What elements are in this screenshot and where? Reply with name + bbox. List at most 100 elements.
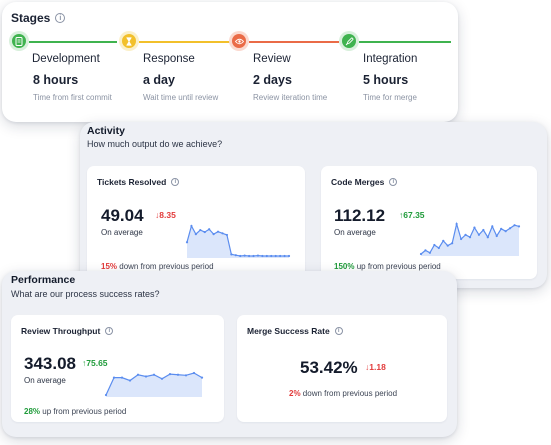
sparkline-point	[203, 230, 206, 234]
sparkline-point	[144, 375, 148, 378]
sparkline-point	[464, 233, 467, 236]
average-label: On average	[101, 228, 143, 237]
arrow-up-icon: ↑	[399, 210, 404, 220]
sparkline-point	[221, 232, 224, 235]
sparkline-area	[106, 373, 202, 397]
sparkline-chart	[104, 371, 204, 397]
metric-card-code-merges[interactable]: Code Merges i 112.12 ↑67.35 On average 1…	[321, 166, 537, 279]
sparkline-point	[194, 233, 197, 236]
sparkline-point	[279, 254, 282, 258]
metric-card-review-throughput[interactable]: Review Throughput i 343.08 ↑75.65 On ave…	[11, 315, 224, 422]
info-icon[interactable]: i	[334, 327, 343, 335]
stage-description: Wait time until review	[143, 93, 219, 102]
metric-delta: ↑67.35	[399, 210, 425, 220]
sparkline-point	[265, 254, 268, 258]
activity-panel: Activity How much output do we achieve? …	[80, 122, 547, 288]
card-title: Review Throughput i	[21, 326, 114, 336]
sparkline-point	[508, 227, 512, 230]
sparkline-point	[486, 236, 489, 239]
average-label: On average	[24, 376, 66, 385]
sparkline-point	[168, 373, 172, 376]
metric-value: 343.08	[24, 354, 76, 373]
sparkline-point	[212, 233, 215, 236]
info-icon[interactable]: i	[105, 327, 114, 335]
sparkline-point	[274, 254, 277, 258]
metric-value: 53.42%	[300, 358, 358, 377]
arrow-down-icon: ↓	[155, 210, 160, 220]
sparkline-area	[421, 224, 519, 256]
sparkline-area	[187, 226, 289, 258]
rocket-icon	[339, 31, 359, 51]
sparkline-point	[482, 228, 485, 232]
sparkline-point	[287, 254, 291, 258]
sparkline-point	[517, 225, 521, 228]
metric-card-merge-success-rate[interactable]: Merge Success Rate i 53.42% ↓1.18 2% dow…	[237, 315, 447, 422]
section-subtitle: How much output do we achieve?	[87, 139, 223, 149]
sparkline-point	[495, 234, 498, 238]
info-icon[interactable]: i	[55, 13, 66, 23]
sparkline-point	[473, 226, 476, 229]
sparkline-point	[192, 371, 196, 375]
sparkline-point	[451, 242, 454, 245]
stages-panel: Stages i Development 8 hours Time from f…	[2, 2, 458, 122]
sparkline-point	[252, 254, 255, 258]
card-title: Merge Success Rate i	[247, 326, 343, 336]
sparkline-point	[424, 249, 427, 252]
stage-description: Time from first commit	[33, 93, 112, 102]
period-comparison: 15% down from previous period	[101, 262, 214, 271]
sparkline-point	[243, 254, 246, 257]
performance-panel: Performance What are our process success…	[2, 271, 457, 437]
sparkline-point	[500, 227, 503, 230]
sparkline-point	[419, 252, 423, 256]
sparkline-point	[185, 241, 189, 244]
stage-name: Response	[143, 53, 195, 65]
sparkline-chart	[419, 221, 521, 256]
sparkline-chart	[185, 224, 291, 258]
stage-connector	[29, 41, 117, 43]
sparkline-point	[239, 254, 242, 258]
section-subtitle: What are our process success rates?	[11, 289, 160, 299]
card-title: Tickets Resolved i	[97, 177, 180, 187]
sparkline-point	[446, 244, 449, 247]
stage-name: Review	[253, 53, 291, 65]
sparkline-point	[112, 376, 116, 379]
stages-title: Stages i	[11, 11, 66, 25]
average-label: On average	[334, 228, 376, 237]
card-title: Code Merges i	[331, 177, 398, 187]
sparkline-point	[160, 377, 164, 380]
sparkline-point	[208, 228, 211, 231]
sparkline-point	[176, 373, 180, 376]
metric-value: 112.12	[334, 206, 386, 225]
stage-value: 5 hours	[363, 73, 409, 87]
stage-description: Time for merge	[363, 93, 417, 102]
sparkline-point	[270, 254, 273, 258]
stage-description: Review iteration time	[253, 93, 328, 102]
sparkline-point	[256, 254, 260, 257]
metric-delta: ↓8.35	[155, 210, 176, 220]
document-icon	[9, 31, 29, 51]
sparkline-point	[128, 379, 132, 382]
sparkline-point	[428, 251, 432, 254]
eye-icon	[229, 31, 249, 51]
sparkline-point	[184, 374, 188, 377]
metric-value: 49.04	[101, 206, 144, 225]
info-icon[interactable]: i	[171, 178, 180, 186]
sparkline-point	[152, 373, 156, 376]
sparkline-point	[442, 239, 445, 242]
metric-card-tickets-resolved[interactable]: Tickets Resolved i 49.04 ↓8.35 On averag…	[87, 166, 305, 279]
sparkline-point	[455, 222, 458, 226]
arrow-up-icon: ↑	[82, 358, 87, 368]
stage-connector	[139, 41, 230, 43]
stage-value: 2 days	[253, 73, 292, 87]
sparkline-point	[120, 376, 124, 379]
info-icon[interactable]: i	[389, 178, 398, 186]
stage-name: Development	[32, 53, 100, 65]
sparkline-point	[433, 243, 436, 247]
sparkline-point	[504, 230, 507, 233]
section-title: Activity	[87, 125, 125, 137]
sparkline-point	[477, 233, 481, 236]
period-comparison: 28% up from previous period	[24, 407, 127, 416]
sparkline-point	[199, 228, 202, 232]
stage-connector	[249, 41, 339, 43]
sparkline-point	[216, 230, 220, 233]
